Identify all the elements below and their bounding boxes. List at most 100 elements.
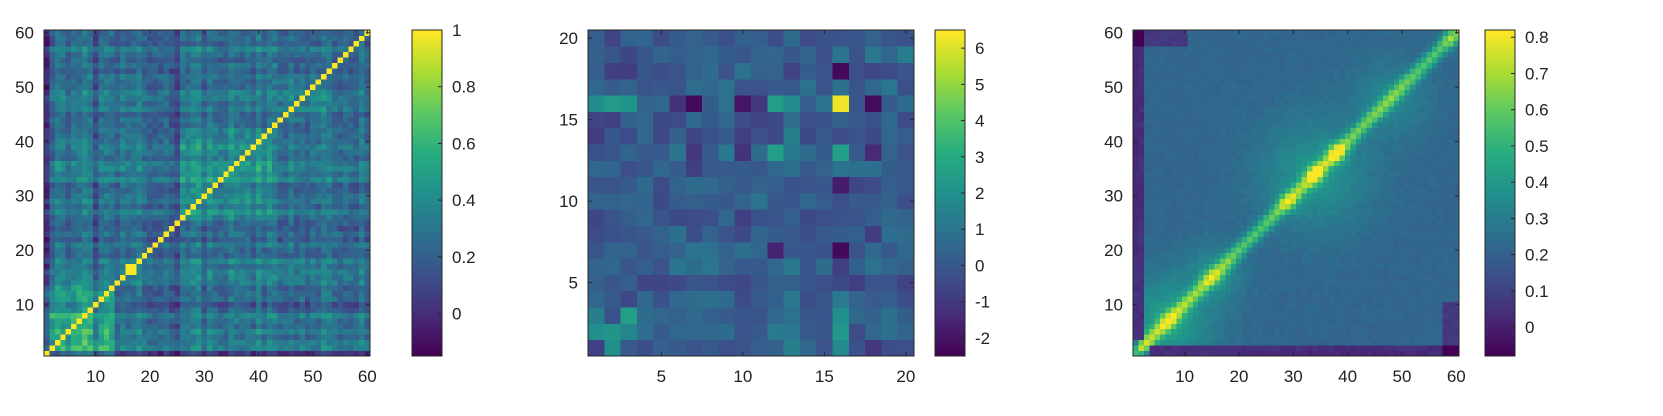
heatmap-cell (783, 176, 801, 194)
colorbar-swatch (935, 101, 965, 105)
heatmap-cell (207, 301, 213, 308)
heatmap-cell (92, 290, 99, 297)
heatmap-cell (87, 307, 94, 313)
heatmap-cell (201, 220, 208, 226)
heatmap-cell (304, 203, 311, 210)
heatmap-cell (321, 138, 327, 145)
heatmap-cell (1268, 296, 1275, 303)
heatmap-cell (152, 78, 159, 85)
heatmap-cell (158, 40, 164, 47)
heatmap-cell (266, 317, 273, 324)
heatmap-cell (158, 312, 164, 319)
heatmap-cell (1149, 339, 1156, 346)
y-tick-label: 5 (569, 274, 578, 293)
heatmap-cell (201, 138, 208, 145)
heatmap-cell (103, 100, 110, 107)
heatmap-cell (60, 89, 67, 96)
heatmap-cell (1279, 323, 1286, 330)
heatmap-cell (130, 133, 137, 140)
heatmap-cell (288, 323, 295, 330)
heatmap-cell (239, 312, 246, 319)
heatmap-cell (152, 203, 159, 210)
heatmap-cell (109, 203, 115, 210)
heatmap-cell (1263, 328, 1270, 335)
heatmap-cell (315, 301, 322, 308)
colorbar-swatch (935, 310, 965, 314)
heatmap-cell (147, 182, 154, 188)
heatmap-cell (179, 95, 186, 101)
heatmap-cell (136, 334, 143, 341)
heatmap-cell (109, 214, 115, 221)
heatmap-cell (1431, 345, 1438, 351)
heatmap-cell (223, 350, 230, 357)
heatmap-cell (179, 339, 186, 346)
heatmap-cell (1181, 345, 1188, 351)
heatmap-cell (76, 339, 83, 346)
heatmap-cell (848, 307, 866, 324)
heatmap-cell (277, 258, 284, 264)
heatmap-cell (163, 307, 170, 313)
heatmap-cell (217, 176, 224, 183)
heatmap-cell (60, 214, 67, 221)
heatmap-cell (255, 111, 262, 118)
heatmap-cell (223, 323, 230, 330)
heatmap-cell (299, 350, 306, 357)
heatmap-cell (92, 176, 99, 183)
heatmap-cell (245, 57, 251, 63)
heatmap-cell (168, 263, 175, 270)
heatmap-cell (266, 339, 273, 346)
heatmap-cell (250, 225, 257, 232)
colorbar-swatch (935, 218, 965, 222)
heatmap-cell (342, 95, 349, 101)
heatmap-cell (82, 62, 88, 69)
heatmap-cell (1225, 334, 1232, 341)
heatmap-cell (342, 236, 349, 243)
heatmap-cell (1344, 334, 1351, 341)
heatmap-cell (136, 182, 143, 188)
heatmap-cell (337, 345, 344, 351)
heatmap-cell (87, 285, 94, 292)
heatmap-cell (1323, 328, 1329, 335)
heatmap-cell (163, 225, 170, 232)
heatmap-cell (1355, 317, 1362, 324)
heatmap-cell (321, 100, 327, 107)
heatmap-cell (364, 214, 371, 221)
heatmap-cell (234, 100, 240, 107)
heatmap-cell (82, 247, 88, 254)
heatmap-cell (207, 339, 213, 346)
heatmap-cell (348, 149, 355, 156)
heatmap-cell (228, 269, 235, 275)
heatmap-cell (168, 296, 175, 303)
heatmap-cell (196, 100, 202, 107)
heatmap-cell (141, 339, 148, 346)
heatmap-cell (87, 247, 94, 254)
heatmap-cell (1241, 334, 1248, 341)
heatmap-cell (141, 214, 148, 221)
heatmap-cell (158, 182, 164, 188)
heatmap-cell (130, 220, 137, 226)
heatmap-cell (767, 225, 784, 243)
heatmap-cell (310, 51, 317, 58)
heatmap-cell (364, 78, 371, 85)
heatmap-cell (1154, 339, 1161, 346)
heatmap-cell (179, 40, 186, 47)
heatmap-cell (299, 84, 306, 91)
heatmap-cell (223, 40, 230, 47)
heatmap-cell (331, 111, 338, 118)
heatmap-cell (44, 214, 50, 221)
heatmap-cell (103, 236, 110, 243)
heatmap-cell (250, 30, 257, 36)
heatmap-cell (261, 116, 268, 123)
heatmap-cell (321, 214, 327, 221)
heatmap-cell (321, 187, 327, 194)
heatmap-cell (71, 138, 77, 145)
heatmap-cell (315, 154, 322, 161)
heatmap-cell (98, 269, 105, 275)
heatmap-cell (266, 274, 273, 281)
heatmap-cell (234, 30, 240, 36)
heatmap-cell (212, 236, 219, 243)
heatmap-cell (239, 334, 246, 341)
heatmap-cell (163, 350, 170, 357)
heatmap-cell (1236, 307, 1243, 313)
heatmap-cell (44, 122, 50, 129)
